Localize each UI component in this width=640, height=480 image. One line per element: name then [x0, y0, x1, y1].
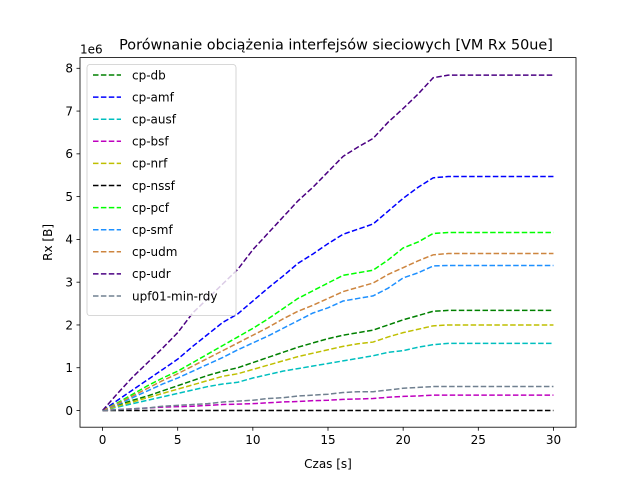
legend: cp-db cp-amf cp-ausf cp-bsf cp-nrf cp-nssf cp-… [86, 64, 237, 317]
x-tick-label: 25 [471, 433, 486, 447]
series-line-cp-pcf [102, 231, 554, 412]
series-line-cp-udm [102, 252, 554, 412]
series-line-upf01-min-rdy [102, 385, 554, 412]
legend-label: cp-amf [132, 90, 175, 104]
series-line-cp-nrf [102, 324, 554, 412]
legend-label: cp-nssf [132, 179, 176, 193]
x-tick-label: 20 [396, 433, 411, 447]
y-axis-label: Rx [B] [41, 224, 55, 261]
y-tick-label: 4 [65, 233, 73, 247]
y-tick-label: 0 [65, 404, 73, 418]
series-line-cp-ausf [102, 342, 554, 412]
legend-label: upf01-min-rdy [132, 289, 217, 303]
x-tick-label: 0 [99, 433, 107, 447]
x-axis: 0 5 10 15 20 25 30 [99, 427, 561, 447]
series-group [101, 74, 554, 412]
y-tick-label: 8 [65, 62, 73, 76]
legend-label: cp-bsf [132, 135, 169, 149]
legend-label: cp-nrf [132, 157, 168, 171]
x-tick-label: 5 [174, 433, 182, 447]
legend-box [86, 64, 237, 317]
y-axis-offset-label: 1e6 [80, 43, 103, 57]
series-line-cp-db [102, 309, 554, 412]
y-axis: 0 1 2 3 4 5 6 7 8 [65, 62, 80, 418]
y-tick-label: 7 [65, 104, 73, 118]
x-tick-label: 15 [320, 433, 335, 447]
series-line-cp-amf [102, 175, 554, 412]
legend-label: cp-smf [132, 223, 173, 237]
plot-area: 0 5 10 15 20 25 30 0 1 2 3 4 5 6 7 8 [65, 57, 577, 447]
x-tick-label: 30 [546, 433, 561, 447]
x-axis-label: Czas [s] [304, 457, 352, 471]
x-tick-label: 10 [245, 433, 260, 447]
chart-title: Porównanie obciążenia interfejsów siecio… [119, 38, 553, 54]
legend-label: cp-ausf [132, 113, 177, 127]
y-tick-label: 5 [65, 190, 73, 204]
series-line-cp-bsf [102, 394, 554, 412]
y-tick-label: 2 [65, 318, 73, 332]
y-tick-label: 1 [65, 361, 73, 375]
legend-label: cp-udr [132, 267, 171, 281]
series-line-cp-smf [102, 264, 554, 412]
legend-label: cp-pcf [132, 201, 170, 215]
legend-label: cp-udm [132, 245, 177, 259]
y-tick-label: 6 [65, 147, 73, 161]
series-line-cp-udr [101, 74, 554, 412]
y-tick-label: 3 [65, 275, 73, 289]
legend-label: cp-db [132, 68, 166, 82]
